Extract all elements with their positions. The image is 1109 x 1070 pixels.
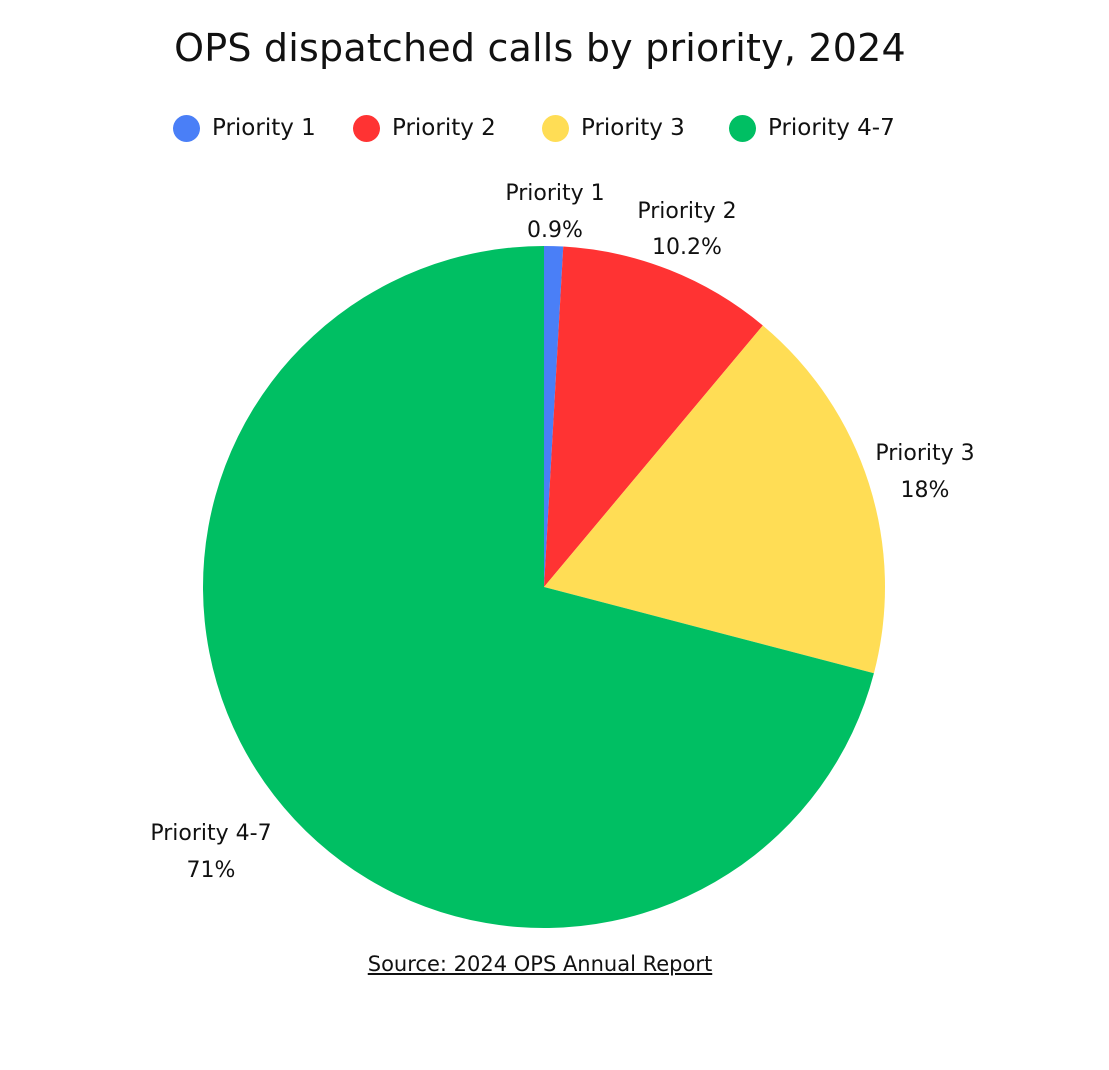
legend-label: Priority 4-7 xyxy=(768,115,895,141)
legend: Priority 1 Priority 2 Priority 3 Priority 4… xyxy=(0,108,1109,148)
pie-slices xyxy=(203,246,885,928)
legend-label: Priority 2 xyxy=(392,115,496,141)
pie-slice-2 xyxy=(544,246,763,587)
legend-swatch-icon xyxy=(542,114,569,142)
pie-slice-labels: Priority 1 0.9% Priority 2 10.2% Priority 3 1… xyxy=(150,181,974,883)
pie-slice-1 xyxy=(544,246,564,587)
legend-item[interactable]: Priority 3 xyxy=(542,108,685,148)
slice-value-label: 18% xyxy=(901,478,950,503)
legend-swatch-icon xyxy=(173,114,200,142)
slice-value-label: 10.2% xyxy=(652,235,722,260)
pie-slice-3 xyxy=(544,325,885,674)
pie-slice-4 xyxy=(203,246,874,928)
source-link[interactable]: Source: 2024 OPS Annual Report xyxy=(367,952,713,976)
slice-value-label: 0.9% xyxy=(527,218,583,243)
slice-category-label: Priority 3 xyxy=(875,441,974,466)
legend-swatch-icon xyxy=(729,114,756,142)
slice-category-label: Priority 2 xyxy=(637,199,736,224)
legend-label: Priority 1 xyxy=(212,115,316,141)
slice-category-label: Priority 4-7 xyxy=(150,821,271,846)
legend-item[interactable]: Priority 1 xyxy=(173,108,316,148)
legend-item[interactable]: Priority 2 xyxy=(353,108,496,148)
slice-value-label: 71% xyxy=(187,858,236,883)
legend-label: Priority 3 xyxy=(581,115,685,141)
slice-category-label: Priority 1 xyxy=(505,181,604,206)
chart-title: OPS dispatched calls by priority, 2024 xyxy=(174,26,906,70)
legend-swatch-icon xyxy=(353,114,380,142)
legend-item[interactable]: Priority 4-7 xyxy=(729,108,895,148)
